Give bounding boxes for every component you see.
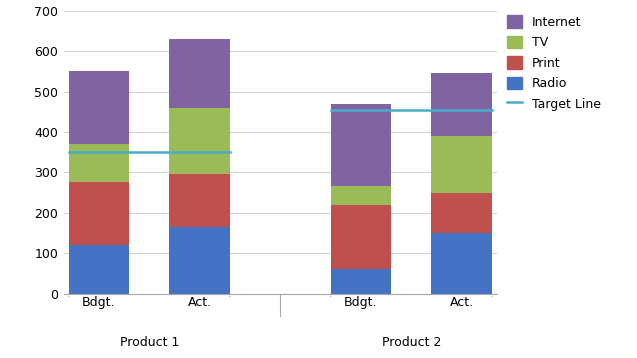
Bar [331, 104, 391, 187]
Bar [69, 144, 129, 183]
Text: Product 1: Product 1 [120, 336, 179, 349]
Legend: Internet, TV, Print, Radio, Target Line: Internet, TV, Print, Radio, Target Line [503, 11, 605, 115]
Bar [331, 205, 391, 269]
Bar [431, 73, 492, 136]
Bar [169, 108, 230, 174]
Bar [169, 39, 230, 108]
Text: Product 2: Product 2 [382, 336, 441, 349]
Bar [169, 174, 230, 227]
Bar [331, 187, 391, 205]
Bar [169, 227, 230, 294]
Bar [69, 183, 129, 245]
Bar [69, 71, 129, 144]
Bar [69, 245, 129, 294]
Bar [431, 233, 492, 294]
Bar [331, 269, 391, 294]
Bar [431, 193, 492, 233]
Bar [431, 136, 492, 193]
